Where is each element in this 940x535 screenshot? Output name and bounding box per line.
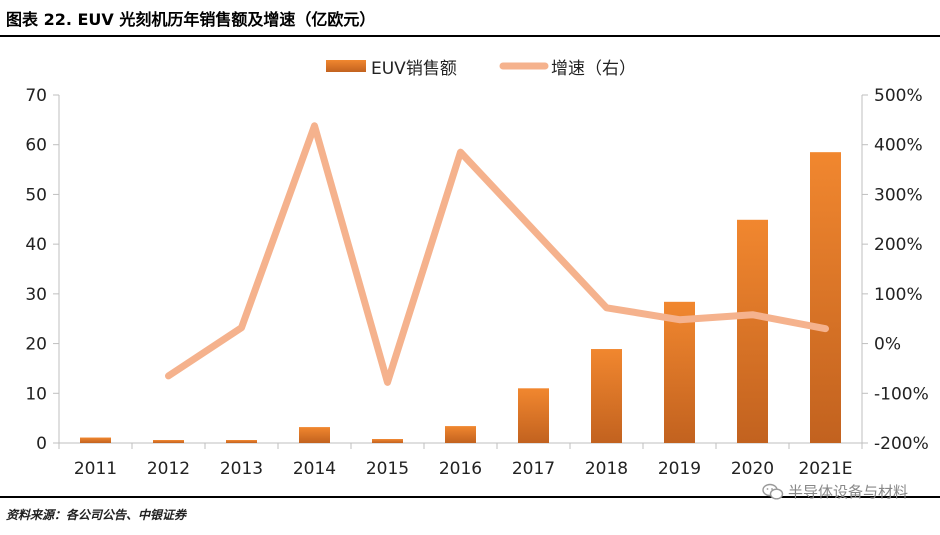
bar-euv-sales	[153, 440, 184, 443]
right-tick-label: -100%	[874, 384, 929, 404]
bar-euv-sales	[445, 426, 476, 443]
x-tick-label: 2020	[731, 459, 774, 479]
bar-euv-sales	[372, 439, 403, 443]
left-tick-label: 50	[25, 185, 47, 205]
x-tick-label: 2011	[74, 459, 117, 479]
watermark: 半导体设备与材料	[762, 481, 908, 502]
right-tick-label: 300%	[874, 185, 923, 205]
x-tick-label: 2016	[439, 459, 482, 479]
left-tick-label: 30	[25, 285, 47, 305]
x-tick-label: 2014	[293, 459, 336, 479]
right-tick-label: 200%	[874, 235, 923, 255]
x-tick-label: 2019	[658, 459, 701, 479]
bar-euv-sales	[737, 219, 768, 443]
growth-line-group	[165, 122, 829, 386]
right-tick-label: 400%	[874, 136, 923, 156]
x-tick-label: 2017	[512, 459, 555, 479]
left-tick-label: 70	[25, 86, 47, 106]
bar-euv-sales	[226, 440, 257, 443]
bar-euv-sales	[810, 152, 841, 443]
left-tick-label: 20	[25, 335, 47, 355]
right-tick-label: 100%	[874, 285, 923, 305]
bar-euv-sales	[80, 437, 111, 443]
legend: EUV销售额 增速（右）	[326, 59, 636, 79]
x-tick-label: 2021E	[798, 459, 852, 479]
bar-euv-sales	[664, 301, 695, 443]
wechat-icon	[762, 483, 784, 500]
bar-euv-sales	[518, 388, 549, 443]
right-tick-label: 0%	[874, 335, 901, 355]
x-tick-label: 2018	[585, 459, 628, 479]
legend-bar-swatch	[326, 60, 366, 72]
source-rule	[0, 496, 940, 498]
legend-line-label: 增速（右）	[551, 59, 636, 79]
source-note: 资料来源：各公司公告、中银证券	[6, 508, 187, 522]
x-tick-label: 2012	[147, 459, 190, 479]
watermark-text: 半导体设备与材料	[787, 483, 908, 501]
figure-title: 图表 22. EUV 光刻机历年销售额及增速（亿欧元）	[6, 10, 376, 29]
left-tick-label: 0	[36, 434, 47, 454]
title-rule	[0, 35, 940, 37]
bar-euv-sales	[591, 349, 622, 443]
right-tick-label: 500%	[874, 86, 923, 106]
tick-labels-group: 0 10 20 30 40 50 60 70 -200% -100% 0% 100% 200% 300% 4…	[25, 86, 928, 479]
bars-group	[80, 152, 841, 443]
legend-bar-label: EUV销售额	[371, 59, 457, 79]
bar-euv-sales	[299, 427, 330, 443]
left-tick-label: 40	[25, 235, 47, 255]
left-tick-label: 60	[25, 136, 47, 156]
x-tick-label: 2013	[220, 459, 263, 479]
left-tick-label: 10	[25, 384, 47, 404]
right-tick-label: -200%	[874, 434, 929, 454]
x-tick-label: 2015	[366, 459, 409, 479]
growth-line	[165, 122, 829, 386]
